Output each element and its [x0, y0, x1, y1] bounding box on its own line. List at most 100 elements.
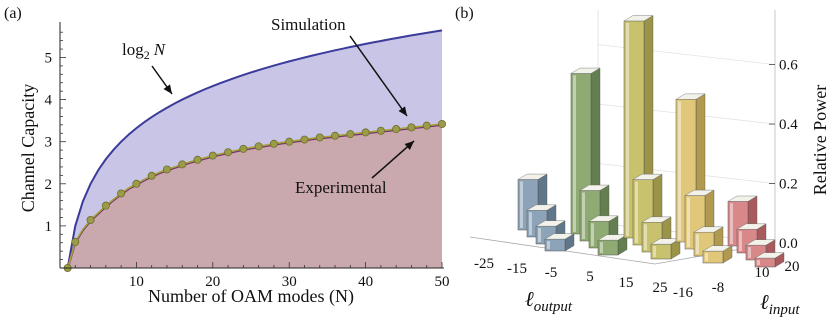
x-output-tick-label: 15	[619, 275, 634, 291]
bar-highlight	[748, 247, 751, 258]
y-tick-label: 3	[45, 135, 53, 151]
simulation-marker	[224, 148, 233, 157]
bar-top	[641, 216, 672, 223]
simulation-marker	[422, 121, 431, 130]
x-tick-label: 50	[435, 274, 450, 290]
bar-top	[588, 215, 619, 222]
simulation-arrow	[349, 35, 408, 117]
simulation-marker	[392, 125, 401, 134]
bar-top	[623, 15, 654, 22]
simulation-marker	[208, 151, 217, 160]
experimental-area	[67, 124, 442, 268]
bar-highlight	[529, 212, 532, 235]
bar-top	[727, 195, 758, 202]
simulation-marker	[285, 137, 294, 146]
bar-highlight	[757, 260, 760, 265]
bar-top	[632, 173, 663, 180]
simulation-marker	[162, 165, 171, 174]
bar-highlight	[626, 22, 629, 236]
simulation-annotation: Simulation	[271, 15, 346, 34]
simulation-marker	[86, 215, 95, 224]
bar-highlight	[635, 181, 638, 243]
bar-highlight	[582, 192, 585, 239]
bar-highlight	[678, 101, 681, 240]
log2n-arrow-head	[163, 84, 172, 94]
bar-top	[736, 223, 767, 230]
bar-highlight	[687, 197, 690, 247]
z-tick-label: 0.4	[779, 117, 798, 133]
simulation-marker	[346, 130, 355, 139]
simulation-marker	[407, 123, 416, 132]
x-output-tick-label: 25	[653, 280, 668, 296]
bar-top	[535, 220, 566, 227]
simulation-marker	[300, 135, 309, 144]
simulation-marker	[437, 120, 446, 129]
simulation-marker	[239, 144, 248, 153]
y-axis-label: Channel Capacity	[18, 84, 38, 212]
x-output-tick-label: -25	[474, 256, 494, 272]
log2n-annotation: log2 N	[122, 40, 167, 62]
bar-highlight	[573, 75, 576, 232]
simulation-marker	[147, 171, 156, 180]
simulation-marker	[331, 131, 340, 140]
bar-highlight	[520, 181, 523, 228]
bar-top	[675, 93, 706, 100]
x-tick-label: 30	[282, 274, 297, 290]
bar-highlight	[696, 234, 699, 254]
plot-a: 1 2 3 4 5 10 20 30 40 50 Number of OAM modes (N) Ch…	[18, 15, 450, 307]
simulation-marker	[132, 179, 141, 188]
bar-highlight	[547, 241, 550, 249]
z-tick-label: 0.2	[779, 177, 798, 193]
bar-highlight	[644, 224, 647, 250]
experimental-arrow	[371, 140, 415, 179]
simulation-marker	[315, 133, 324, 142]
bar-highlight	[739, 231, 742, 251]
y-input-axis-label: ℓinput	[760, 290, 800, 318]
y-tick-label: 4	[45, 93, 53, 109]
simulation-marker	[269, 139, 278, 148]
x-axis-label: Number of OAM modes (N)	[148, 286, 354, 307]
bar-top	[526, 204, 557, 211]
bar-highlight	[591, 223, 594, 246]
bar-top	[684, 189, 715, 196]
z-tick-label: 0.0	[779, 236, 798, 252]
x-output-tick-label: 5	[586, 269, 594, 285]
x-tick-label: 20	[205, 274, 220, 290]
bar-top	[570, 67, 601, 74]
y-input-tick-label: 20	[785, 259, 800, 275]
simulation-marker	[117, 189, 126, 198]
x-tick-label: 40	[358, 274, 373, 290]
simulation-marker	[376, 126, 385, 135]
z-axis-label: Relative Power	[810, 85, 830, 195]
bar-highlight	[653, 246, 656, 257]
bar-highlight	[730, 203, 733, 244]
bar-top	[517, 173, 548, 180]
panel-label-b: (b)	[455, 5, 474, 22]
bar-top	[745, 239, 776, 246]
bar-top	[754, 252, 785, 259]
z-tick-label: 0.6	[779, 58, 798, 74]
bar-top	[579, 184, 610, 191]
simulation-arrow-head	[398, 106, 407, 116]
bar-top	[693, 226, 724, 233]
x-tick-label: 10	[129, 274, 144, 290]
y-tick-label: 5	[45, 50, 53, 66]
y-input-tick-label: 10	[755, 265, 770, 281]
bar-highlight	[600, 242, 603, 253]
x-output-axis-label: ℓoutput	[525, 287, 573, 315]
y-tick-label: 1	[45, 219, 53, 235]
bar-highlight	[538, 228, 541, 242]
experimental-arrow-head	[404, 141, 414, 150]
y-input-tick-label: -8	[712, 280, 725, 296]
bar-highlight	[705, 253, 708, 261]
log-line	[66, 29, 443, 269]
experimental-annotation: Experimental	[295, 178, 387, 197]
simulation-marker	[178, 160, 187, 169]
x-output-tick-label: -5	[545, 265, 558, 281]
simulation-marker	[71, 237, 80, 246]
simulation-marker	[361, 128, 370, 137]
simulation-marker	[101, 201, 110, 210]
y-tick-label: 2	[45, 177, 53, 193]
